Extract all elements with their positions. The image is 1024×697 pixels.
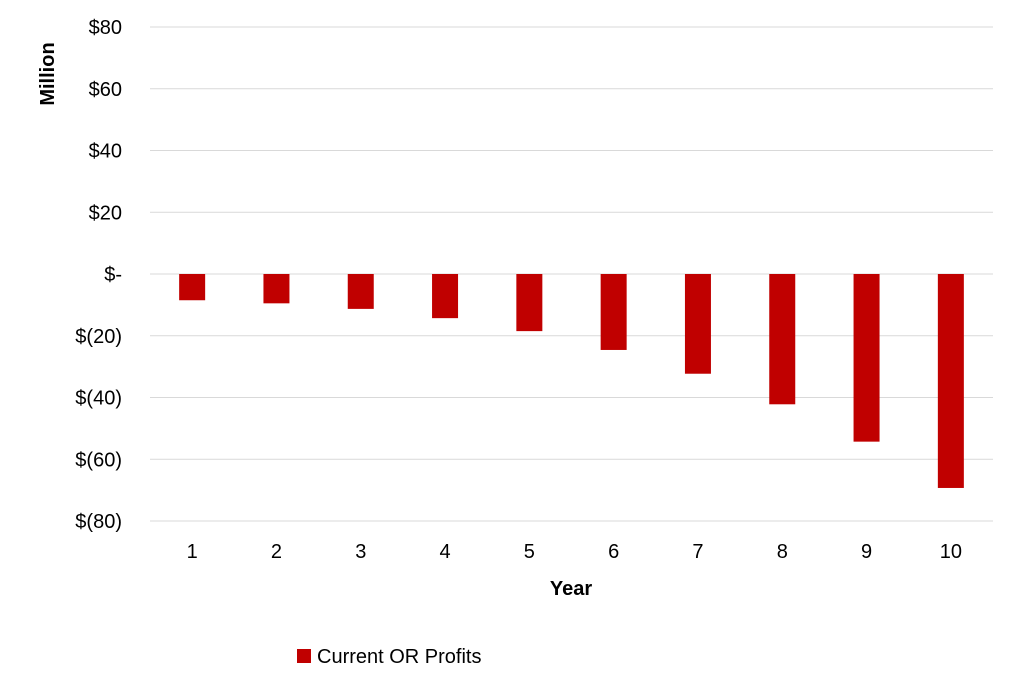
- y-tick-label: $20: [89, 202, 122, 224]
- x-tick-label: 9: [861, 541, 872, 563]
- legend-swatch: [297, 649, 311, 663]
- x-tick-label: 1: [187, 541, 198, 563]
- bar: [432, 274, 459, 319]
- bar: [684, 274, 711, 374]
- x-tick-label: 4: [439, 541, 450, 563]
- bar: [853, 274, 880, 442]
- y-tick-label: $(60): [75, 449, 122, 471]
- legend: Current OR Profits: [297, 646, 481, 668]
- x-tick-label: 8: [777, 541, 788, 563]
- bar: [347, 274, 374, 309]
- x-axis-title: Year: [550, 578, 592, 600]
- bar: [937, 274, 964, 488]
- x-tick-label: 7: [692, 541, 703, 563]
- y-axis-title: Million: [37, 42, 59, 105]
- bars: [179, 274, 964, 488]
- y-tick-label: $40: [89, 141, 122, 163]
- bar: [769, 274, 796, 405]
- x-tick-label: 2: [271, 541, 282, 563]
- bar: [516, 274, 543, 332]
- y-axis-tick-labels: $80 $60 $40 $20 $- $(20) $(40) $(60) $(80): [75, 17, 122, 533]
- y-tick-label: $-: [104, 264, 122, 286]
- y-tick-label: $(40): [75, 388, 122, 410]
- x-tick-label: 10: [940, 541, 962, 563]
- y-tick-label: $(20): [75, 326, 122, 348]
- x-tick-label: 5: [524, 541, 535, 563]
- y-tick-label: $80: [89, 17, 122, 39]
- bar: [179, 274, 206, 301]
- bar: [263, 274, 290, 304]
- gridlines: [150, 26, 993, 522]
- x-tick-label: 6: [608, 541, 619, 563]
- legend-label: Current OR Profits: [317, 646, 481, 668]
- y-tick-label: $(80): [75, 511, 122, 533]
- bar: [600, 274, 627, 350]
- x-tick-label: 3: [355, 541, 366, 563]
- x-axis-tick-labels: 1 2 3 4 5 6 7 8 9 10: [187, 541, 962, 563]
- y-tick-label: $60: [89, 79, 122, 101]
